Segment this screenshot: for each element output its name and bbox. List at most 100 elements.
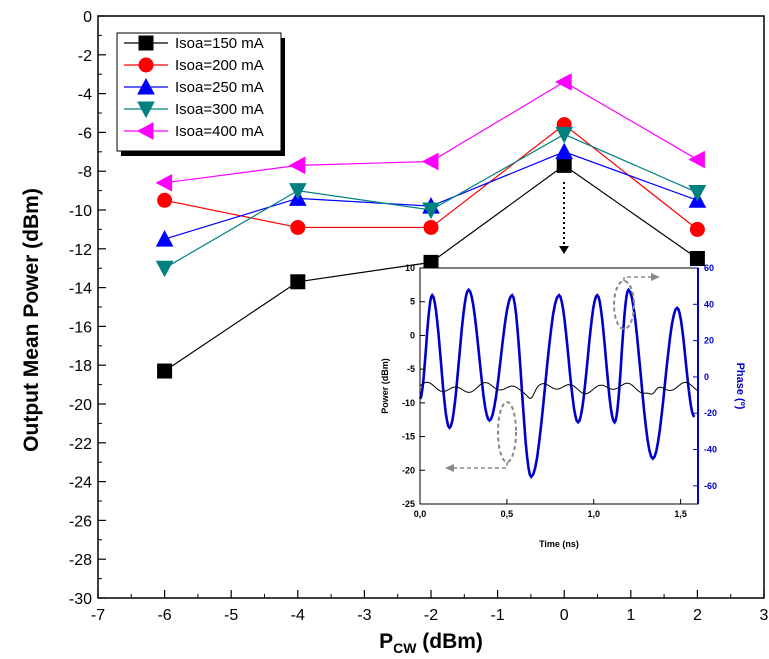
inset-y-left-tick-label: 5 <box>410 297 415 307</box>
data-point <box>290 274 306 290</box>
inset-y-left-tick-label: -10 <box>402 398 415 408</box>
annotation-arrowhead-left <box>445 464 454 472</box>
annotation-arrow <box>559 182 569 254</box>
x-tick-label: 1 <box>626 607 635 624</box>
legend-marker <box>138 35 154 51</box>
inset-y-right-tick-label: -60 <box>704 481 717 491</box>
legend-marker <box>137 77 155 95</box>
inset-y-left-tick-label: 10 <box>405 263 415 273</box>
legend-marker <box>137 101 155 119</box>
x-axis-title-sub: CW <box>393 640 417 656</box>
inset-y-right-tick-label: 40 <box>704 299 714 309</box>
y-tick-label: -2 <box>78 48 92 65</box>
x-tick-label: -3 <box>357 607 371 624</box>
data-point <box>157 192 173 208</box>
legend-label: Isoa=150 mA <box>175 35 264 52</box>
legend-item: Isoa=300 mA <box>124 101 264 119</box>
series-4 <box>155 73 705 192</box>
annotation-path-right <box>623 276 652 281</box>
y-tick-label: -28 <box>69 552 92 569</box>
y-tick-label: -26 <box>69 513 92 530</box>
x-tick-label: -1 <box>490 607 504 624</box>
inset-y-right-title: Phase (º) <box>734 363 746 410</box>
inset-y-right-tick-label: -40 <box>704 445 717 455</box>
legend-label: Isoa=250 mA <box>175 79 264 96</box>
series-3 <box>155 126 707 278</box>
x-axis-title: PCW (dBm) <box>379 630 483 656</box>
data-point <box>556 157 572 173</box>
inset-y-right-tick-label: 60 <box>704 263 714 273</box>
y-tick-label: -8 <box>78 164 92 181</box>
y-tick-label: -22 <box>69 436 92 453</box>
inset-x-tick-label: 0,0 <box>414 509 427 519</box>
data-point <box>689 221 705 237</box>
y-tick-label: -10 <box>69 203 92 220</box>
inset-y-left-title: Power (dBm) <box>380 358 390 414</box>
inset-background <box>420 268 698 504</box>
inset-y-right-tick-label: 20 <box>704 336 714 346</box>
phase-curve <box>418 287 696 479</box>
y-tick-label: -14 <box>69 281 92 298</box>
legend: Isoa=150 mA Isoa=200 mA Isoa=250 mA Isoa=30… <box>116 32 285 156</box>
y-tick-label: -6 <box>78 125 92 142</box>
inset-y-left-tick-label: -15 <box>402 432 415 442</box>
legend-item: Isoa=200 mA <box>124 57 264 74</box>
annotation-path-left <box>452 462 508 469</box>
y-tick-label: -18 <box>69 358 92 375</box>
inset-annotations <box>445 273 660 472</box>
x-tick-label: 3 <box>760 607 769 624</box>
x-tick-label: -6 <box>157 607 171 624</box>
inset-chart: 0,0 0,5 1,0 1,5 10 5 0 -5 -10 -15 -20 -25 60 40 20 0 -20… <box>380 263 746 549</box>
y-tick-label: -24 <box>69 475 92 492</box>
legend-marker <box>136 122 154 140</box>
y-tick-label: -4 <box>78 87 92 104</box>
data-point <box>155 230 174 247</box>
x-axis-title-main: P <box>379 630 393 653</box>
y-tick-label: 0 <box>83 9 92 26</box>
data-point <box>555 73 572 91</box>
inset-x-axis-title: Time (ns) <box>539 539 579 549</box>
inset-y-left-tick-label: -5 <box>407 364 415 374</box>
data-point <box>688 185 707 202</box>
legend-label: Isoa=200 mA <box>175 57 264 74</box>
data-point <box>288 183 307 200</box>
data-point <box>290 219 306 235</box>
power-curve <box>419 381 699 399</box>
data-point <box>422 202 440 220</box>
x-tick-label: -7 <box>91 607 105 624</box>
annotation-ellipse-right <box>613 280 635 330</box>
legend-label: Isoa=300 mA <box>175 101 264 118</box>
y-axis-title: Output Mean Power (dBm) <box>20 188 43 452</box>
x-tick-label: -5 <box>224 607 238 624</box>
y-tick-label: -30 <box>69 591 92 608</box>
x-tick-label: 0 <box>560 607 569 624</box>
data-point <box>688 150 705 169</box>
data-point <box>155 260 174 278</box>
legend-item: Isoa=150 mA <box>124 35 264 52</box>
inset-x-tick-label: 1,5 <box>674 509 687 519</box>
y-tick-label: -16 <box>69 319 92 336</box>
data-point <box>423 254 439 270</box>
data-point <box>288 156 306 175</box>
inset-y-left-tick-label: 0 <box>410 330 415 340</box>
inset-x-tick-label: 0,5 <box>501 509 514 519</box>
data-point <box>421 152 439 171</box>
data-point <box>155 174 173 192</box>
data-point <box>423 219 439 235</box>
legend-label: Isoa=400 mA <box>175 123 264 140</box>
inset-y-right-tick-label: 0 <box>704 372 709 382</box>
inset-y-right-tick-label: -20 <box>704 408 717 418</box>
inset-y-left-tick-label: -20 <box>402 465 415 475</box>
data-point <box>555 126 574 144</box>
legend-item: Isoa=400 mA <box>124 122 264 140</box>
data-point <box>555 142 574 160</box>
x-tick-label: -4 <box>291 607 305 624</box>
series-1 <box>157 117 705 237</box>
legend-marker <box>138 57 154 73</box>
annotation-ellipse-left <box>497 401 517 463</box>
inset-x-tick-label: 1,0 <box>587 509 600 519</box>
data-point <box>689 251 705 266</box>
inset-y-left-tick-label: -25 <box>402 499 415 509</box>
annotation-arrowhead-right <box>651 273 660 281</box>
